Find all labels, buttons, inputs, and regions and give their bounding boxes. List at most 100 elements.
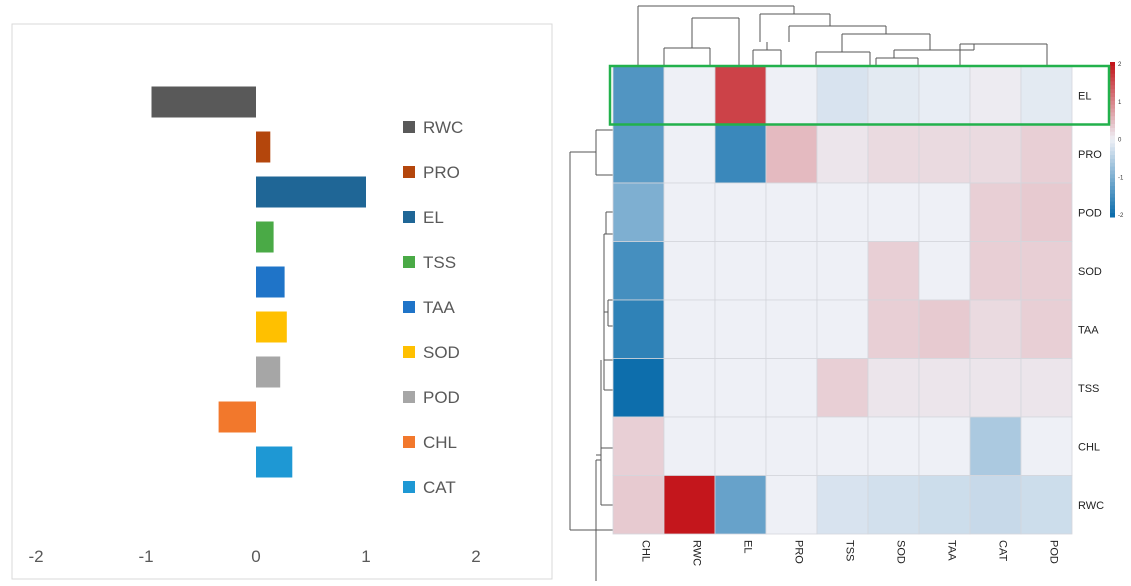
bar-pro <box>256 131 271 163</box>
color-scale-step <box>1110 189 1115 195</box>
color-scale-step <box>1110 120 1115 125</box>
color-scale-step <box>1110 166 1115 171</box>
color-scale-step <box>1110 62 1115 67</box>
column-label: SOD <box>895 540 907 564</box>
color-scale-step <box>1110 81 1115 86</box>
heat-cell-chl-chl <box>612 416 665 476</box>
heat-cell-rwc-pod <box>1020 475 1073 535</box>
color-scale-tick: -1 <box>1118 175 1124 181</box>
heat-cell-pro-chl <box>612 124 665 184</box>
color-scale-step <box>1110 158 1115 164</box>
heat-cell-el-pro <box>765 65 818 125</box>
heat-cell-tss-pro <box>765 358 818 418</box>
color-scale-step <box>1110 135 1115 140</box>
heat-cell-el-sod <box>867 65 920 125</box>
heat-cell-chl-pro <box>765 416 818 476</box>
heat-cell-rwc-pro <box>765 475 818 535</box>
color-scale-step <box>1110 85 1115 90</box>
color-scale-step <box>1110 186 1115 191</box>
legend-label: EL <box>423 208 444 227</box>
color-scale-step <box>1110 96 1115 102</box>
heat-cell-sod-chl <box>612 241 665 301</box>
bar-tss <box>256 221 274 253</box>
heatmap: EL PRO POD SOD TAA TSS CHL RWC CHL RWC EL PRO TSS SO… <box>569 5 1124 586</box>
color-scale-tick: 1 <box>1118 100 1122 106</box>
color-scale-tick: -2 <box>1118 213 1124 219</box>
color-scale-step <box>1110 143 1115 148</box>
heat-cell-taa-chl <box>612 299 665 359</box>
color-scale-step <box>1110 147 1115 152</box>
heat-cell-sod-sod <box>867 241 920 301</box>
row-label: EL <box>1078 90 1091 102</box>
bar-sod <box>256 311 287 343</box>
color-scale-step <box>1110 112 1115 117</box>
heat-cell-chl-pod <box>1020 416 1073 476</box>
column-label: CHL <box>640 540 652 562</box>
heat-cell-rwc-el <box>714 475 767 535</box>
color-scale-step <box>1110 182 1115 187</box>
bar-el <box>256 176 366 208</box>
heat-cell-tss-tss <box>816 358 869 418</box>
color-scale-step <box>1110 108 1115 113</box>
heat-cell-pro-el <box>714 124 767 184</box>
heat-cell-pod-tss <box>816 182 869 242</box>
heat-cell-sod-tss <box>816 241 869 301</box>
heat-cell-el-taa <box>918 65 971 125</box>
legend-swatch <box>403 301 415 313</box>
column-labels: CHL RWC EL PRO TSS SOD TAA CAT POD <box>640 540 1060 566</box>
color-scale-step <box>1110 77 1115 82</box>
legend-swatch <box>403 256 415 268</box>
heat-cell-rwc-taa <box>918 475 971 535</box>
heat-cell-rwc-chl <box>612 475 665 535</box>
row-label: SOD <box>1078 266 1102 278</box>
color-scale-step <box>1110 209 1115 214</box>
color-scale-step <box>1110 174 1115 179</box>
color-scale-step <box>1110 155 1115 160</box>
legend-swatch <box>403 436 415 448</box>
bar-chart: -2 -1 0 1 2 RWC PRO EL TSS TAA SOD POD CHL CAT <box>11 23 553 580</box>
heat-cell-rwc-sod <box>867 475 920 535</box>
color-scale-step <box>1110 213 1115 218</box>
heat-cell-taa-cat <box>969 299 1022 359</box>
color-scale-step <box>1110 131 1115 137</box>
heat-cell-tss-el <box>714 358 767 418</box>
heat-cell-el-el <box>714 65 767 125</box>
color-scale-step <box>1110 193 1115 199</box>
legend: RWC PRO EL TSS TAA SOD POD CHL CAT <box>403 118 463 497</box>
heat-cell-chl-cat <box>969 416 1022 476</box>
x-tick-label: 2 <box>471 547 480 566</box>
color-scale-tick: 2 <box>1118 62 1122 68</box>
heat-cell-taa-pod <box>1020 299 1073 359</box>
color-scale-step <box>1110 69 1115 75</box>
legend-label: TSS <box>423 253 456 272</box>
heat-cell-pro-sod <box>867 124 920 184</box>
heat-cell-el-rwc <box>663 65 716 125</box>
heat-cell-tss-chl <box>612 358 665 418</box>
heat-cell-pro-cat <box>969 124 1022 184</box>
legend-swatch <box>403 166 415 178</box>
row-labels: EL PRO POD SOD TAA TSS CHL RWC <box>1078 90 1104 512</box>
heat-cell-pro-tss <box>816 124 869 184</box>
heat-cell-rwc-rwc <box>663 475 716 535</box>
heat-cell-el-chl <box>612 65 665 125</box>
color-scale-step <box>1110 124 1115 129</box>
bar-chart-panel: -2 -1 0 1 2 RWC PRO EL TSS TAA SOD POD CHL CAT <box>0 0 560 581</box>
heat-cell-chl-taa <box>918 416 971 476</box>
heat-cell-taa-tss <box>816 299 869 359</box>
color-scale-step <box>1110 73 1115 78</box>
row-label: CHL <box>1078 441 1100 453</box>
column-label: EL <box>742 540 754 553</box>
column-label: TSS <box>844 540 856 561</box>
heat-cell-taa-sod <box>867 299 920 359</box>
color-scale-step <box>1110 197 1115 202</box>
color-scale-step <box>1110 104 1115 109</box>
color-scale-step <box>1110 116 1115 121</box>
heat-cell-tss-taa <box>918 358 971 418</box>
column-label: POD <box>1048 540 1060 564</box>
legend-swatch <box>403 391 415 403</box>
highlight-box-el <box>608 64 1111 126</box>
color-scale-step <box>1110 100 1115 106</box>
heat-cell-sod-el <box>714 241 767 301</box>
heat-cell-sod-taa <box>918 241 971 301</box>
